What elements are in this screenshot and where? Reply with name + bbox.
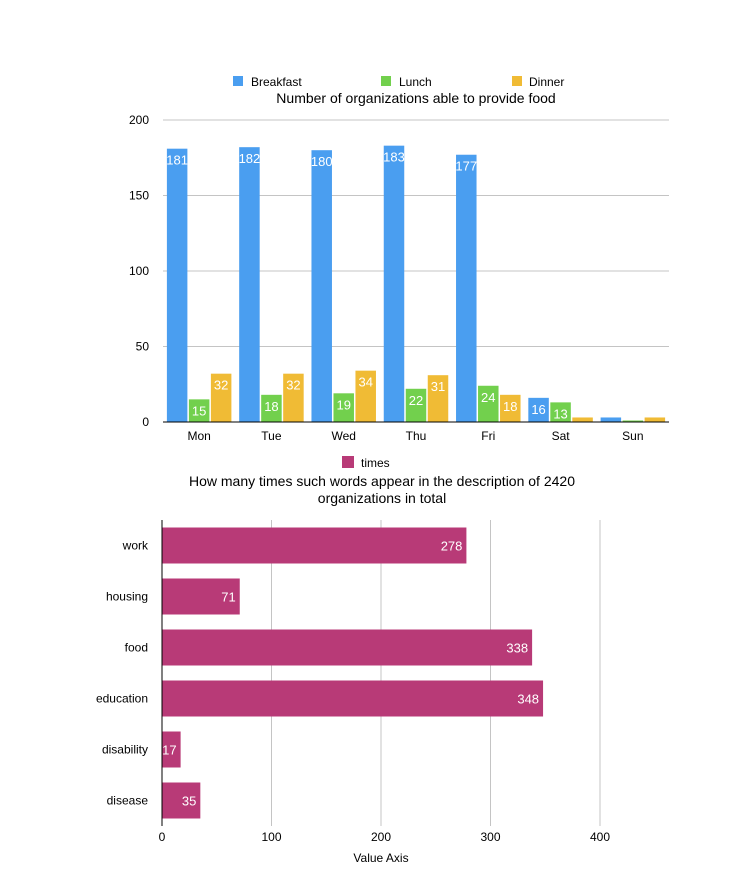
legend-label-lunch: Lunch <box>399 75 432 89</box>
bar-lunch-sun <box>622 420 644 422</box>
data-label-disease: 35 <box>182 794 196 809</box>
bar-breakfast-sun <box>600 417 622 422</box>
data-label-dinner-tue: 32 <box>286 378 300 393</box>
bar-lunch-tue <box>261 394 282 422</box>
bar-breakfast-tue <box>239 147 260 422</box>
data-label-dinner-fri: 18 <box>503 399 517 414</box>
data-label-dinner-wed: 34 <box>358 375 372 390</box>
x-tick-label-tue: Tue <box>261 429 282 443</box>
data-label-education: 348 <box>517 692 539 707</box>
legend-item-lunch: Lunch <box>381 75 432 89</box>
data-label-lunch-wed: 19 <box>336 397 350 412</box>
x-tick-label-200: 200 <box>371 830 391 844</box>
chart2-data-labels: 278 71 338 348 17 35 <box>162 539 539 809</box>
category-label-disability: disability <box>102 743 148 757</box>
chart2-category-labels: work housing food education disability diseas… <box>96 539 149 808</box>
chart1-data-labels: 181 15 32 182 18 32 180 19 34 183 22 31 177 24 18 16 13 <box>166 150 568 422</box>
bar-lunch-thu <box>405 388 427 422</box>
x-tick-label-400: 400 <box>590 830 610 844</box>
bar-breakfast-fri <box>456 154 477 423</box>
x-tick-label-mon: Mon <box>187 429 210 443</box>
legend-swatch-lunch <box>381 76 391 86</box>
bar-breakfast-mon <box>166 148 188 422</box>
data-label-food: 338 <box>506 641 528 656</box>
category-label-work: work <box>122 539 149 553</box>
x-tick-label-100: 100 <box>261 830 281 844</box>
bar-lunch-wed <box>333 393 354 422</box>
data-label-lunch-mon: 15 <box>192 403 206 418</box>
data-label-dinner-mon: 32 <box>214 378 228 393</box>
chart2-gridlines <box>271 520 601 826</box>
data-label-breakfast-mon: 181 <box>166 153 188 168</box>
bar-breakfast-wed <box>311 150 332 422</box>
data-label-breakfast-wed: 180 <box>311 154 333 169</box>
bar-dinner-thu <box>427 375 449 422</box>
bar-lunch-sat <box>550 402 571 422</box>
data-label-breakfast-fri: 177 <box>455 159 477 174</box>
bar-dinner-wed <box>355 370 376 422</box>
bar-breakfast-sat <box>528 397 549 422</box>
y-tick-label-200: 200 <box>129 113 149 127</box>
category-label-food: food <box>125 641 148 655</box>
data-label-housing: 71 <box>221 590 235 605</box>
legend-swatch-breakfast <box>233 76 243 86</box>
legend-label-dinner: Dinner <box>529 75 564 89</box>
bar-times-education <box>162 680 544 717</box>
chart1-title: Number of organizations able to provide … <box>276 90 555 106</box>
bar-dinner-mon <box>210 373 232 422</box>
bar-dinner-sat <box>572 417 593 422</box>
bar-breakfast-thu <box>383 145 405 423</box>
chart2-x-axis-title: Value Axis <box>353 851 408 865</box>
chart2-title-line2: organizations in total <box>318 490 446 506</box>
category-label-education: education <box>96 692 148 706</box>
chart1-legend: Breakfast Lunch Dinner <box>233 75 564 89</box>
x-tick-label-sun: Sun <box>622 429 643 443</box>
bar-lunch-mon <box>188 399 210 422</box>
chart1-y-ticks: 0 50 100 150 200 <box>129 113 149 429</box>
y-tick-label-50: 50 <box>136 340 150 354</box>
chart2-bars <box>162 527 544 819</box>
y-tick-label-150: 150 <box>129 189 149 203</box>
data-label-lunch-thu: 22 <box>409 393 423 408</box>
data-label-lunch-tue: 18 <box>264 399 278 414</box>
category-label-disease: disease <box>107 794 149 808</box>
x-tick-label-fri: Fri <box>481 429 495 443</box>
x-tick-label-300: 300 <box>480 830 500 844</box>
x-tick-label-0: 0 <box>159 830 166 844</box>
data-label-lunch-sat: 13 <box>553 406 567 421</box>
bar-times-housing <box>162 578 240 615</box>
legend-swatch-dinner <box>512 76 522 86</box>
bar-times-work <box>162 527 467 564</box>
chart2-x-ticks: 0 100 200 300 400 <box>159 830 611 844</box>
data-label-breakfast-tue: 182 <box>239 151 261 166</box>
bar-times-disability <box>162 731 181 768</box>
bar-dinner-fri <box>500 394 521 422</box>
chart2-title-line1: How many times such words appear in the … <box>189 473 575 489</box>
legend-item-dinner: Dinner <box>512 75 564 89</box>
bar-times-food <box>162 629 533 666</box>
bar-lunch-fri <box>478 385 499 422</box>
legend-label-breakfast: Breakfast <box>251 75 302 89</box>
data-label-disability: 17 <box>162 743 176 758</box>
bar-times-disease <box>162 782 201 819</box>
x-tick-label-wed: Wed <box>331 429 355 443</box>
chart1-x-ticks: Mon Tue Wed Thu Fri Sat Sun <box>187 429 643 443</box>
x-tick-label-sat: Sat <box>552 429 571 443</box>
category-label-housing: housing <box>106 590 148 604</box>
bar-dinner-tue <box>283 373 304 422</box>
y-tick-label-100: 100 <box>129 264 149 278</box>
data-label-dinner-thu: 31 <box>431 379 445 394</box>
data-label-breakfast-thu: 183 <box>383 150 405 165</box>
y-tick-label-0: 0 <box>142 415 149 429</box>
x-tick-label-thu: Thu <box>406 429 427 443</box>
data-label-work: 278 <box>441 539 463 554</box>
bar-dinner-sun <box>644 417 666 422</box>
organizations-food-chart: Breakfast Lunch Dinner Number of organiz… <box>129 75 669 443</box>
chart1-bars <box>166 145 666 423</box>
legend-item-breakfast: Breakfast <box>233 75 302 89</box>
data-label-breakfast-sat: 16 <box>531 402 545 417</box>
data-label-lunch-fri: 24 <box>481 390 495 405</box>
